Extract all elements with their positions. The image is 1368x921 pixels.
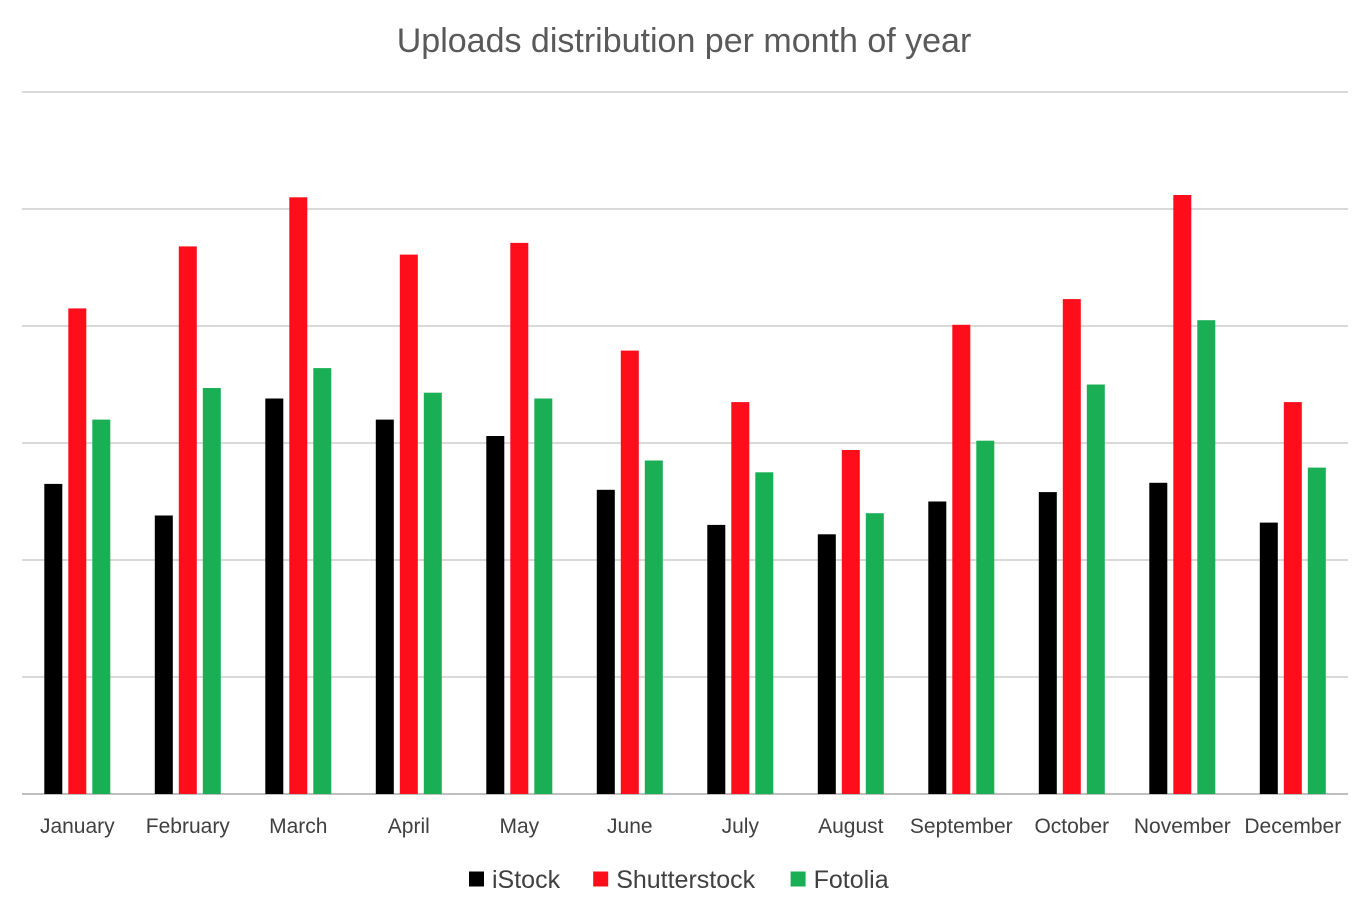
x-tick-label-march: March [269, 815, 327, 838]
bar-shutterstock-december [1283, 402, 1302, 794]
legend-swatch-istock [469, 871, 484, 887]
bar-istock-april [375, 419, 394, 794]
bar-fotolia-november [1197, 320, 1216, 794]
x-tick-label-august: August [818, 815, 884, 838]
x-tick-label-february: February [146, 815, 231, 838]
bar-istock-september [928, 501, 947, 794]
legend-item-istock: iStock [469, 866, 561, 894]
bar-shutterstock-september [952, 324, 971, 794]
bar-fotolia-december [1307, 467, 1326, 794]
x-tick-label-december: December [1244, 815, 1341, 838]
bar-fotolia-january [92, 419, 111, 794]
x-tick-label-october: October [1034, 815, 1109, 838]
x-axis-labels: January February March April May June July Augu… [40, 815, 1341, 838]
bar-istock-march [265, 398, 284, 794]
bar-istock-may [486, 436, 505, 794]
x-tick-label-june: June [607, 815, 653, 838]
x-tick-label-january: January [40, 815, 115, 838]
x-tick-label-may: May [499, 815, 539, 838]
bar-istock-october [1038, 492, 1057, 794]
bar-fotolia-september [976, 440, 995, 794]
bar-shutterstock-may [510, 242, 529, 794]
bar-istock-november [1149, 482, 1168, 794]
x-tick-label-july: July [722, 815, 760, 838]
bar-fotolia-july [755, 472, 774, 795]
x-tick-label-september: September [910, 815, 1013, 838]
bar-istock-january [44, 483, 63, 794]
bar-istock-june [596, 489, 615, 794]
bar-fotolia-april [423, 392, 442, 794]
bar-istock-august [817, 534, 836, 794]
bar-fotolia-may [534, 398, 553, 794]
bar-shutterstock-october [1062, 299, 1081, 794]
legend-swatch-fotolia [790, 871, 806, 887]
legend-label-shutterstock: Shutterstock [616, 866, 755, 894]
bar-shutterstock-november [1173, 195, 1192, 794]
bar-fotolia-february [202, 388, 221, 794]
bar-fotolia-march [313, 368, 332, 794]
bar-istock-december [1259, 522, 1278, 794]
bar-fotolia-october [1086, 384, 1105, 794]
bar-shutterstock-july [731, 402, 750, 794]
bar-istock-february [154, 515, 173, 794]
bar-shutterstock-august [841, 450, 860, 794]
x-tick-label-april: April [388, 815, 430, 838]
legend: iStock Shutterstock Fotolia [469, 866, 889, 894]
bar-shutterstock-january [68, 308, 87, 794]
bar-shutterstock-june [620, 350, 639, 794]
gridlines [22, 91, 1348, 795]
legend-item-fotolia: Fotolia [790, 866, 889, 894]
legend-swatch-shutterstock [593, 871, 609, 887]
bar-istock-july [707, 524, 726, 794]
bars [44, 195, 1326, 795]
legend-label-istock: iStock [492, 866, 561, 894]
bar-shutterstock-march [289, 197, 308, 795]
bar-fotolia-june [644, 460, 663, 794]
legend-item-shutterstock: Shutterstock [593, 866, 756, 894]
bar-fotolia-august [865, 513, 884, 794]
legend-label-fotolia: Fotolia [814, 866, 889, 894]
bar-shutterstock-february [178, 246, 197, 794]
bar-shutterstock-april [399, 254, 418, 795]
x-tick-label-november: November [1134, 815, 1231, 838]
chart-title: Uploads distribution per month of year [397, 22, 972, 60]
